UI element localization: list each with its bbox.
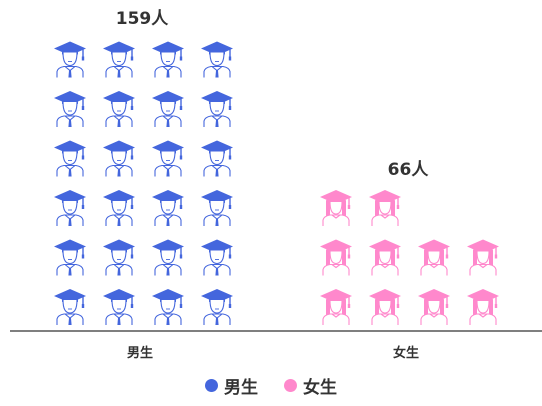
male-graduate-icon xyxy=(102,238,136,277)
legend-label-male: 男生 xyxy=(224,377,258,398)
legend-dot-icon xyxy=(284,378,297,392)
total-label-male: 159人 xyxy=(116,9,169,29)
male-graduate-icon xyxy=(53,288,87,326)
male-graduate-icon xyxy=(102,288,136,326)
male-graduate-icon xyxy=(53,90,87,128)
legend-item-female[interactable]: 女生 xyxy=(284,373,337,398)
male-graduate-icon xyxy=(102,40,136,79)
legend-item-male[interactable]: 男生 xyxy=(205,373,258,398)
female-graduate-icon xyxy=(368,238,402,277)
male-graduate-icon xyxy=(200,90,234,128)
female-graduate-icon xyxy=(417,288,451,326)
legend-label-female: 女生 xyxy=(303,377,337,398)
male-graduate-icon xyxy=(53,238,87,277)
x-tick-label-female: 女生 xyxy=(393,345,419,361)
male-graduate-icon xyxy=(151,40,185,79)
female-graduate-icon xyxy=(368,189,402,227)
male-graduate-icon xyxy=(53,139,87,178)
male-graduate-icon xyxy=(200,40,234,79)
female-graduate-icon xyxy=(319,238,353,277)
male-graduate-icon xyxy=(151,90,185,128)
female-graduate-icon xyxy=(466,288,500,326)
male-graduate-icon xyxy=(200,288,234,326)
male-graduate-icon xyxy=(102,189,136,227)
male-graduate-icon xyxy=(102,139,136,178)
male-graduate-icon xyxy=(200,139,234,178)
legend-dot-icon xyxy=(205,378,218,392)
total-label-female: 66人 xyxy=(388,160,430,180)
male-graduate-icon xyxy=(151,238,185,277)
female-graduate-icon xyxy=(466,238,500,277)
chart-legend: 男生 女生 xyxy=(0,372,542,398)
female-graduate-icon xyxy=(319,288,353,326)
x-tick-label-male: 男生 xyxy=(127,345,153,361)
female-graduate-icon xyxy=(368,288,402,326)
male-graduate-icon xyxy=(53,40,87,79)
male-graduate-icon xyxy=(151,288,185,326)
male-graduate-icon xyxy=(200,238,234,277)
icon-stack-layer xyxy=(53,40,500,326)
male-graduate-icon xyxy=(53,189,87,227)
male-graduate-icon xyxy=(151,189,185,227)
male-graduate-icon xyxy=(102,90,136,128)
female-graduate-icon xyxy=(319,189,353,227)
male-graduate-icon xyxy=(200,189,234,227)
male-graduate-icon xyxy=(151,139,185,178)
female-graduate-icon xyxy=(417,238,451,277)
